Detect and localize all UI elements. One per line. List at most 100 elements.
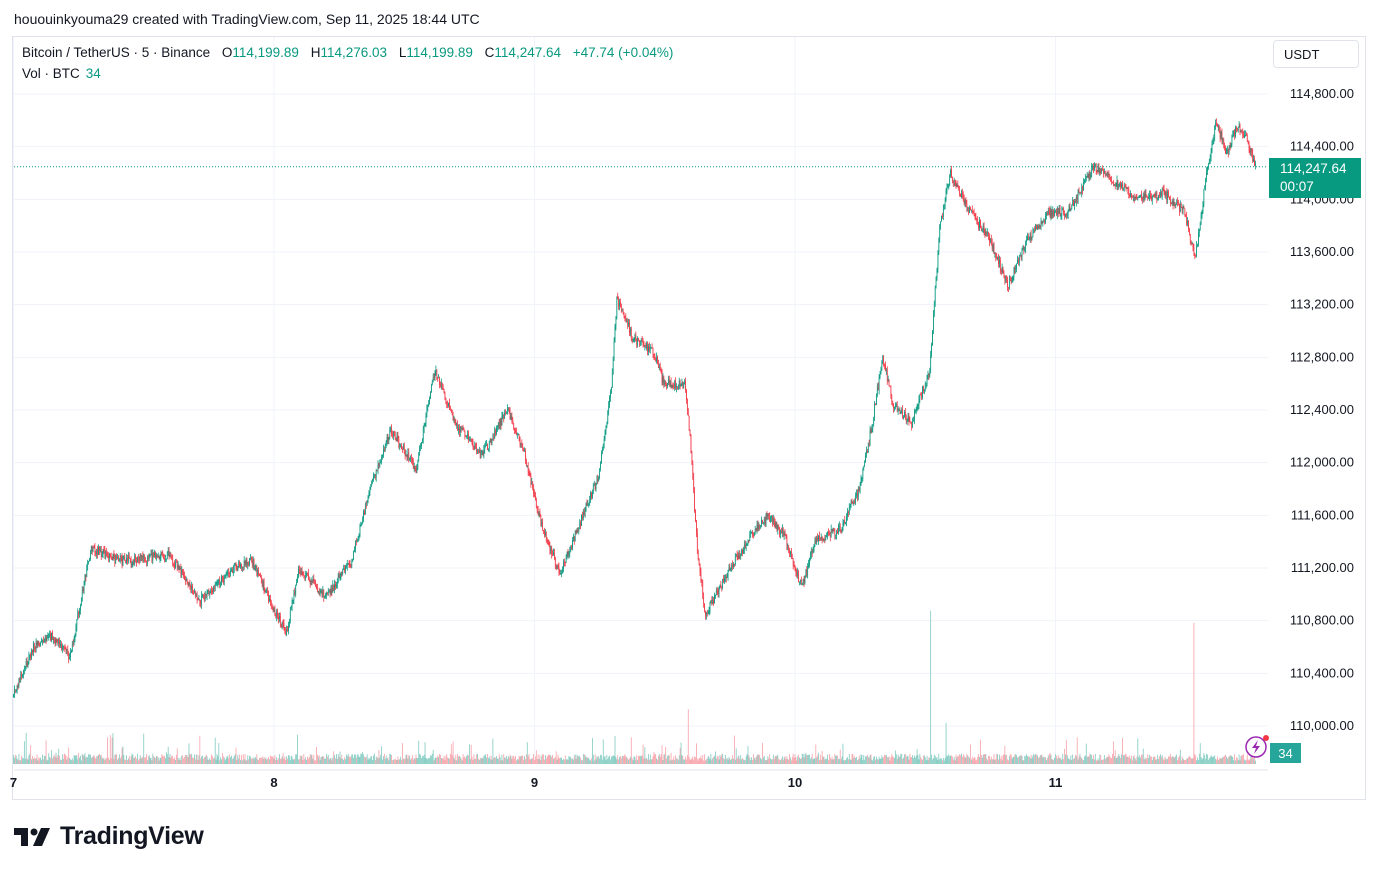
volume-bar — [319, 759, 321, 764]
volume-bar — [527, 756, 529, 764]
candle-body — [282, 622, 284, 624]
volume-bar — [711, 760, 713, 764]
volume-bar — [882, 757, 884, 764]
volume-bar — [941, 758, 942, 764]
volume-bar — [265, 757, 267, 764]
volume-bar — [106, 757, 108, 764]
volume-bar — [196, 754, 198, 764]
candle-body — [89, 558, 90, 562]
low-value: 114,199.89 — [406, 45, 473, 60]
volume-bar — [20, 759, 22, 764]
volume-bar — [1236, 758, 1238, 764]
candle-body — [786, 537, 788, 547]
candle-body — [1076, 196, 1078, 200]
volume-bar — [819, 759, 820, 764]
volume-bar — [608, 756, 610, 764]
symbol-title[interactable]: Bitcoin / TetherUS · 5 · Binance — [22, 45, 211, 60]
volume-bar — [239, 754, 241, 764]
candle-body — [257, 570, 259, 576]
candle-body — [1166, 191, 1168, 200]
currency-button[interactable]: USDT — [1273, 40, 1359, 68]
tradingview-logo[interactable]: TradingView — [14, 822, 204, 851]
candle-body — [389, 428, 391, 438]
candle-body — [450, 409, 451, 411]
volume-bar — [1190, 758, 1192, 764]
candle-body — [719, 584, 721, 587]
candle-body — [1064, 213, 1065, 217]
candle-body — [853, 501, 855, 504]
candle-body — [746, 543, 748, 546]
volume-bar — [956, 757, 958, 764]
candle-body — [1094, 164, 1096, 165]
candle-body — [1056, 208, 1058, 216]
volume-bar — [427, 759, 429, 764]
candle-body — [26, 660, 28, 666]
candle-body — [653, 354, 655, 356]
candle-body — [992, 244, 994, 249]
candle-body — [1180, 203, 1182, 207]
candle-body — [116, 554, 117, 558]
candle-body — [971, 210, 973, 212]
volume-bar — [1218, 758, 1220, 764]
volume-bar — [469, 759, 471, 764]
candle-body — [1225, 148, 1226, 154]
volume-bar — [1006, 754, 1008, 764]
volume-bar — [814, 758, 816, 764]
candle-body — [201, 595, 202, 605]
candle-body — [1085, 176, 1087, 179]
volume-bar — [348, 756, 350, 764]
volume-bar — [954, 760, 956, 764]
price-tick-label: 114,400.00 — [1290, 139, 1354, 154]
volume-bar — [804, 754, 806, 764]
candle-body — [1181, 206, 1183, 211]
candle-body — [540, 516, 542, 526]
volume-bar — [1249, 759, 1251, 764]
candle-body — [438, 377, 439, 379]
candle-body — [144, 556, 146, 562]
volume-bar — [154, 757, 156, 764]
candle-body — [944, 200, 946, 205]
volume-bar — [1228, 756, 1230, 764]
volume-bar — [1112, 741, 1114, 764]
volume-bar — [165, 752, 167, 764]
price-tick-label: 113,600.00 — [1290, 244, 1354, 259]
candle-body — [318, 591, 320, 595]
candle-body — [958, 187, 960, 191]
candle-body — [680, 384, 682, 386]
volume-bar — [438, 756, 440, 764]
volume-bar — [709, 759, 711, 764]
candle-body — [227, 572, 229, 574]
candle-body — [1200, 214, 1202, 223]
volume-bar — [1188, 756, 1190, 764]
candle-body — [912, 420, 913, 427]
candle-body — [177, 564, 179, 568]
volume-bar — [425, 757, 427, 764]
volume-label[interactable]: Vol · BTC — [22, 66, 80, 81]
volume-bar — [935, 758, 937, 764]
volume-bar — [462, 754, 464, 764]
volume-bar — [819, 754, 821, 764]
volume-bar — [771, 759, 772, 764]
volume-bar — [1111, 758, 1112, 764]
alert-icon[interactable] — [1245, 735, 1269, 758]
volume-bar — [368, 757, 370, 764]
volume-bar — [735, 748, 737, 764]
volume-bar — [311, 755, 313, 764]
candle-body — [799, 581, 800, 583]
volume-bar — [820, 759, 822, 764]
candle-body — [371, 480, 373, 486]
volume-bar — [344, 757, 345, 764]
candle-body — [308, 578, 310, 581]
volume-bar — [895, 754, 897, 764]
volume-bar — [133, 758, 135, 764]
volume-bar — [754, 759, 756, 764]
volume-bar — [445, 755, 447, 764]
candle-body — [384, 449, 385, 452]
candle-body — [37, 641, 39, 646]
volume-bar — [153, 756, 155, 764]
volume-bar — [101, 757, 103, 764]
candle-body — [1022, 246, 1024, 250]
volume-bar — [745, 756, 747, 764]
candle-body — [774, 522, 776, 528]
